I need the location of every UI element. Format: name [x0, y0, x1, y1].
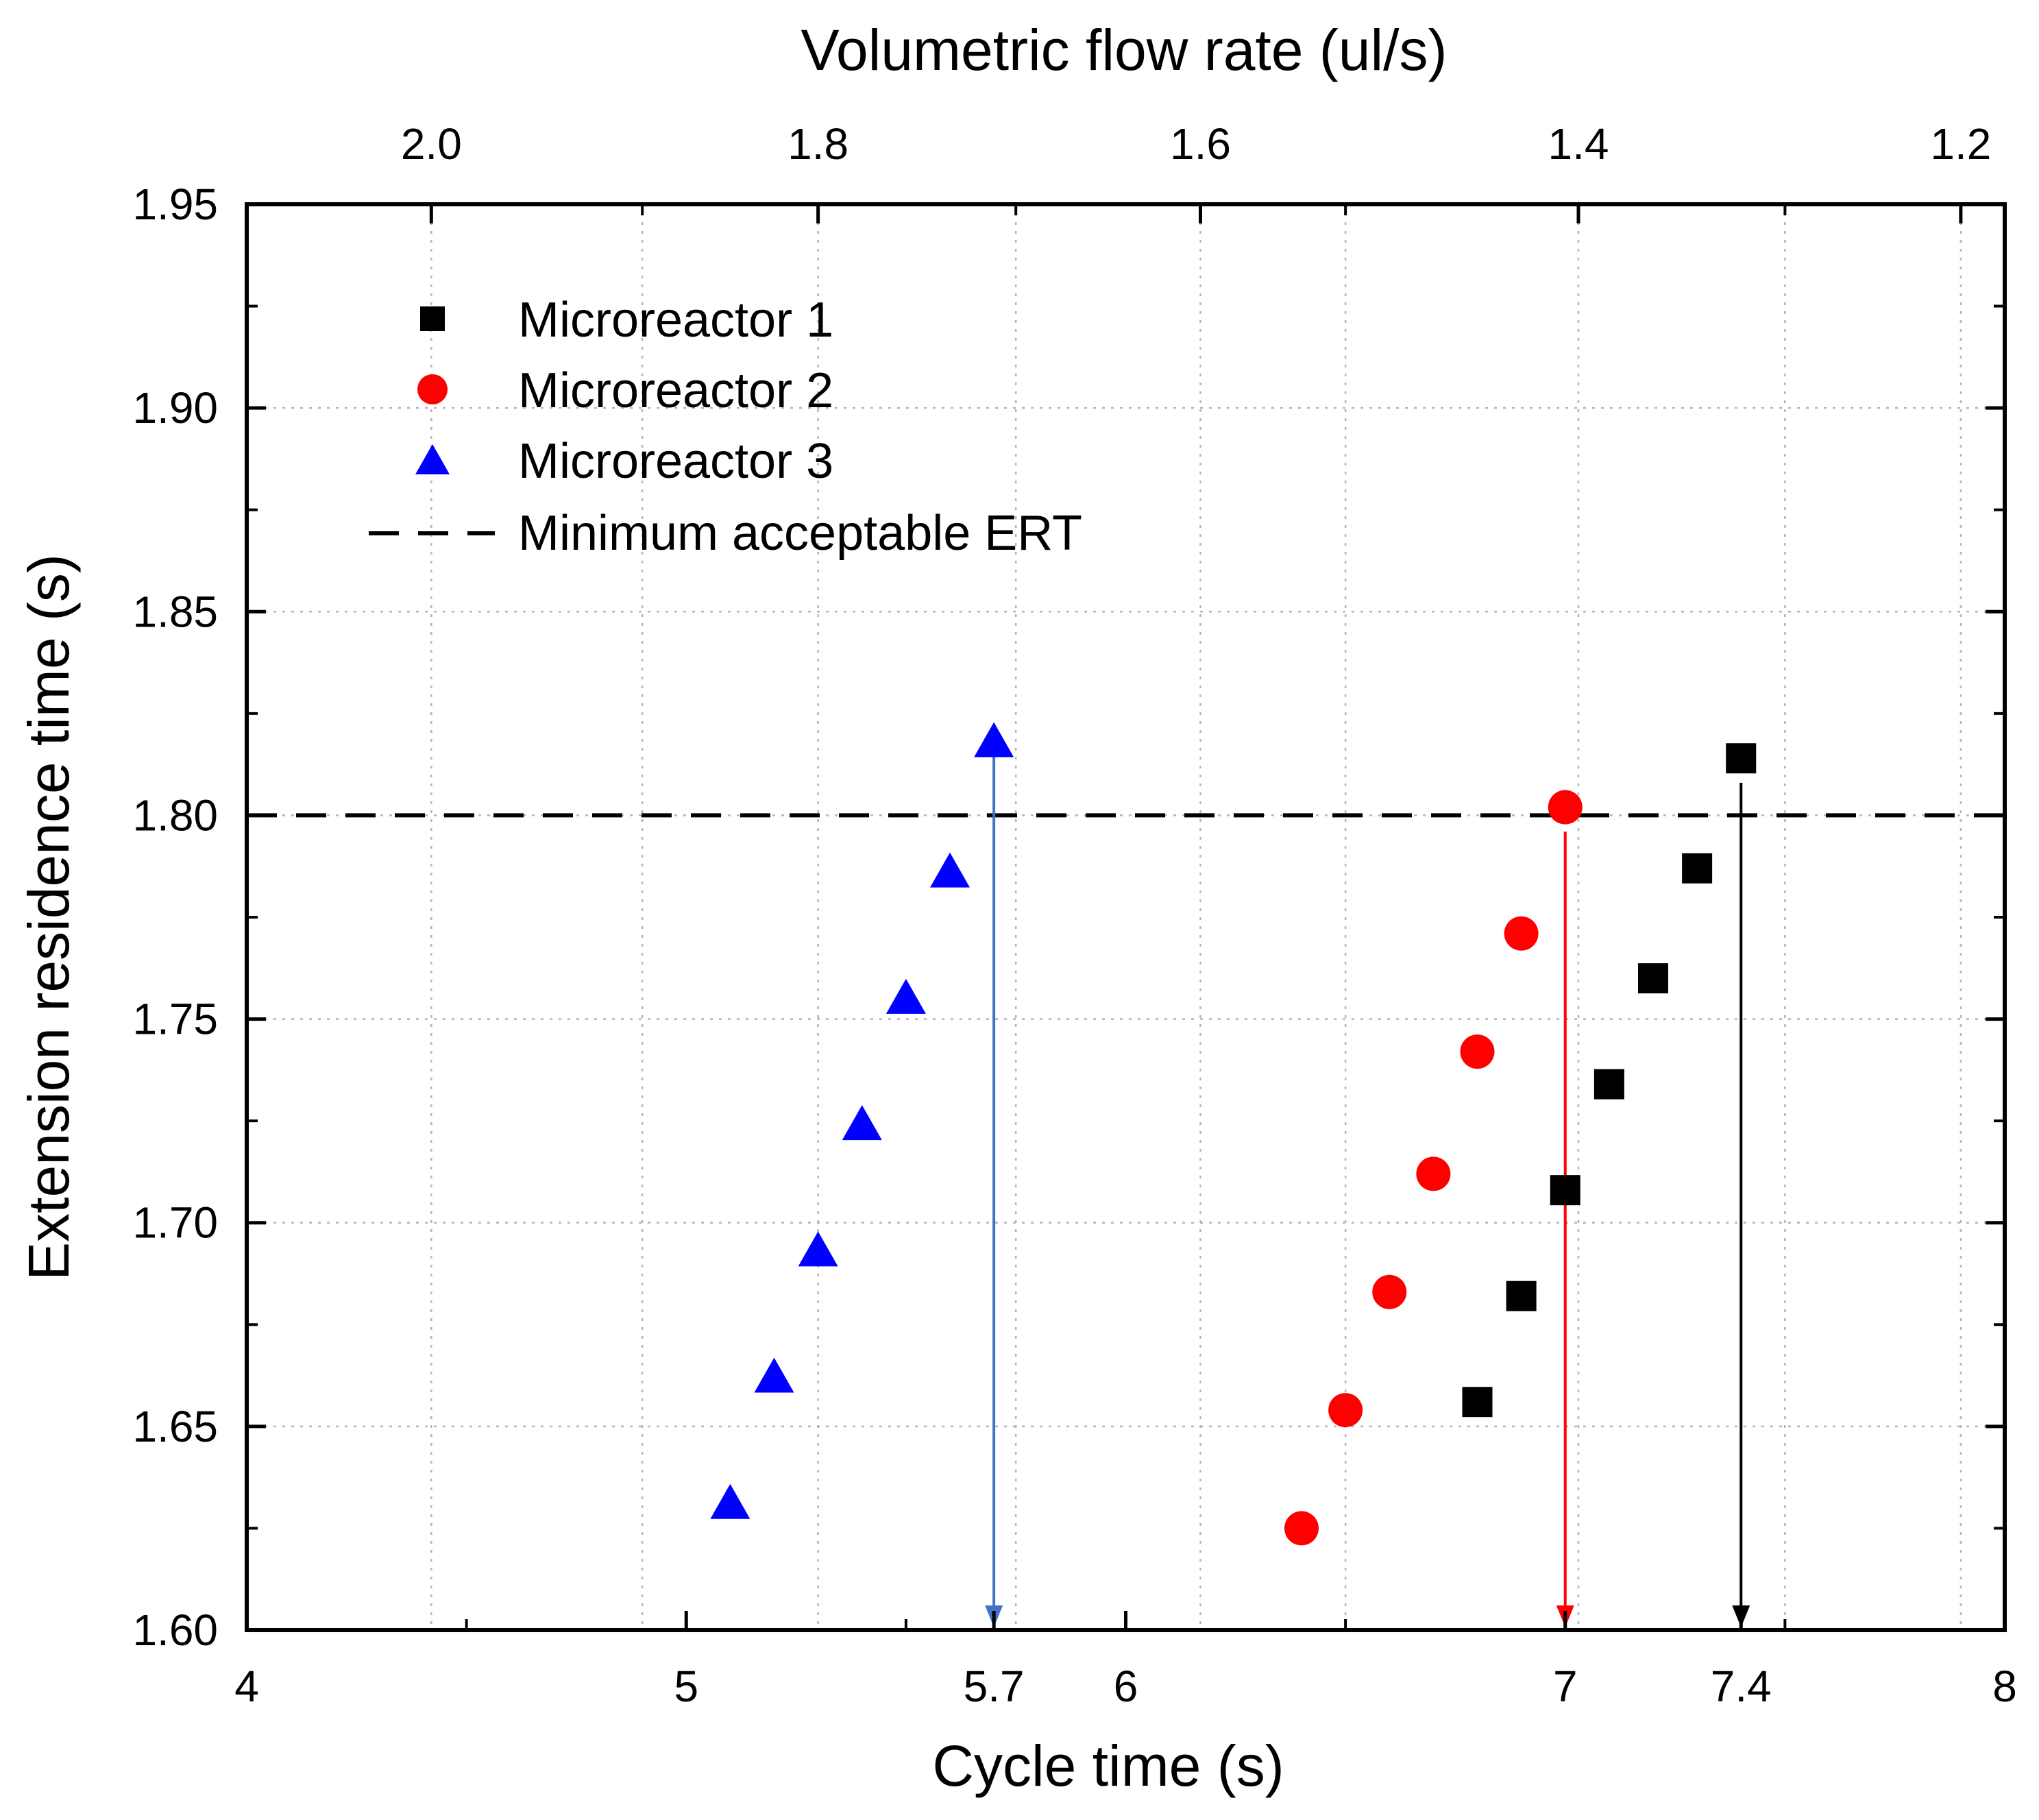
x-tick-label-5: 5 [674, 1662, 698, 1711]
point-series-2-4 [1416, 1156, 1451, 1191]
legend-label-threshold: Minimum acceptable ERT [518, 506, 1082, 561]
point-series-3-4 [842, 1105, 882, 1141]
x2-tick-label-1-2: 1.2 [1930, 119, 1991, 169]
data-markers [710, 722, 1757, 1546]
tick-labels: 1.60 1.65 1.70 1.75 1.80 1.85 1.90 1.95 4 5 5.7 6 7 7… [132, 119, 2016, 1711]
legend-label-microreactor-1: Microreactor 1 [518, 293, 833, 348]
legend-label-microreactor-2: Microreactor 2 [518, 363, 833, 418]
x-tick-label-4: 4 [234, 1662, 259, 1711]
x-tick-label-7-4: 7.4 [1711, 1662, 1772, 1711]
point-series-3-2 [754, 1357, 794, 1393]
legend-label-microreactor-3: Microreactor 3 [518, 434, 833, 489]
legend-marker-microreactor-1 [420, 306, 445, 331]
point-series-3-1 [710, 1483, 750, 1519]
y-tick-label-1-95: 1.95 [132, 180, 218, 229]
point-series-2-3 [1372, 1274, 1407, 1309]
grid [247, 204, 2005, 1630]
point-series-3-7 [974, 722, 1014, 757]
x-tick-label-7: 7 [1553, 1662, 1578, 1711]
y-tick-label-1-6: 1.60 [132, 1605, 218, 1655]
point-series-1-1 [1462, 1387, 1493, 1418]
point-series-2-2 [1328, 1393, 1363, 1428]
point-series-3-3 [798, 1231, 838, 1267]
point-series-1-5 [1638, 963, 1668, 994]
point-series-3-6 [930, 852, 970, 888]
y-tick-label-1-9: 1.90 [132, 383, 218, 433]
legend: Microreactor 1 Microreactor 2 Microreact… [369, 293, 1082, 561]
point-series-1-3 [1550, 1175, 1580, 1206]
arrows [985, 750, 1750, 1627]
y-tick-label-1-65: 1.65 [132, 1402, 218, 1451]
legend-marker-microreactor-3 [415, 444, 450, 474]
x-tick-label-6: 6 [1114, 1662, 1138, 1711]
ticks [245, 202, 2007, 1632]
point-series-1-7 [1726, 743, 1757, 774]
y-tick-label-1-7: 1.70 [132, 1198, 218, 1248]
point-series-1-2 [1506, 1281, 1537, 1311]
y-tick-label-1-75: 1.75 [132, 995, 218, 1044]
x-tick-label-8: 8 [1992, 1662, 2017, 1711]
point-series-1-6 [1682, 853, 1713, 884]
y-axis-title: Extension residence time (s) [16, 554, 81, 1281]
point-series-2-5 [1460, 1034, 1495, 1069]
x-tick-label-5-7: 5.7 [964, 1662, 1025, 1711]
point-series-2-1 [1284, 1511, 1319, 1546]
x2-tick-label-1-4: 1.4 [1548, 119, 1609, 169]
x2-tick-label-1-6: 1.6 [1170, 119, 1231, 169]
x2-tick-label-2: 2.0 [401, 119, 462, 169]
point-series-1-4 [1594, 1069, 1624, 1100]
point-series-3-5 [886, 978, 926, 1014]
point-series-2-7 [1548, 790, 1583, 825]
point-series-2-6 [1504, 916, 1539, 951]
x2-axis-title: Volumetric flow rate (ul/s) [801, 18, 1448, 82]
x2-tick-label-1-8: 1.8 [787, 119, 848, 169]
legend-marker-microreactor-2 [417, 374, 448, 404]
y-tick-label-1-85: 1.85 [132, 587, 218, 636]
x-axis-title: Cycle time (s) [932, 1734, 1284, 1798]
y-tick-label-1-8: 1.80 [132, 790, 218, 840]
